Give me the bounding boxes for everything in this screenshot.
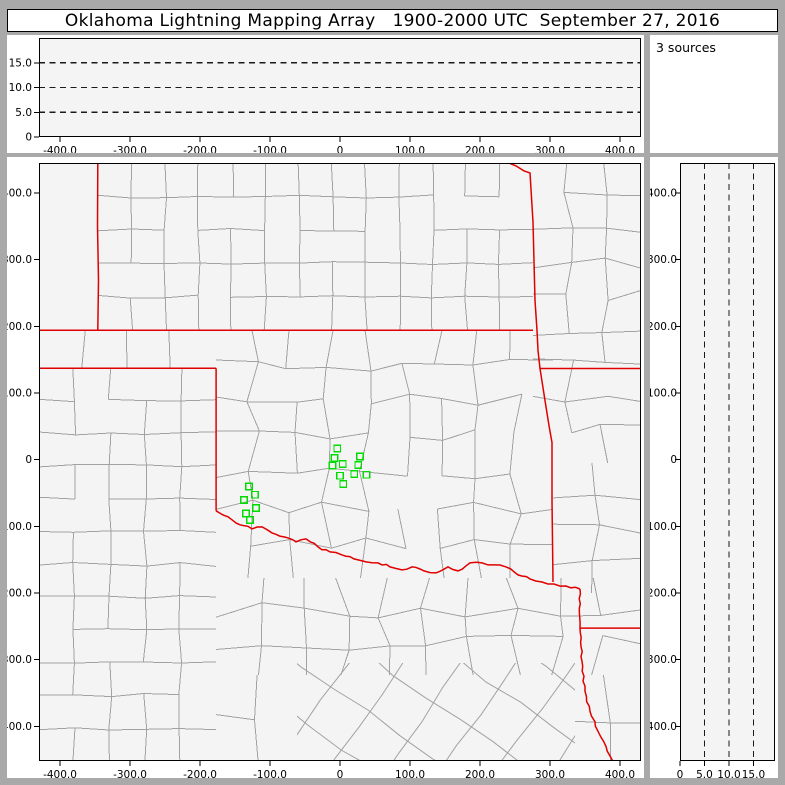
svg-text:-200.0: -200.0 <box>183 769 217 778</box>
svg-text:-200.0: -200.0 <box>650 588 677 600</box>
altitude-axis-ticks: 0 5.0 10.0 15.0 <box>9 57 39 144</box>
source-marker <box>338 460 347 468</box>
source-marker <box>245 516 254 525</box>
svg-text:-400.0: -400.0 <box>43 145 77 153</box>
source-marker <box>354 461 363 469</box>
title-bar: Oklahoma Lightning Mapping Array 1900-20… <box>7 9 778 32</box>
altitude-dashed-lines <box>703 163 755 761</box>
altitude-ns-plot[interactable]: 400.0 300.0 200.0 100.0 0 -100.0 -200.0 -300.0 -… <box>650 157 778 778</box>
red-river-border <box>215 510 581 590</box>
svg-text:-100.0: -100.0 <box>7 521 32 533</box>
source-marker <box>245 482 254 491</box>
source-marker <box>240 496 249 504</box>
lightning-sources-layer <box>240 444 371 525</box>
svg-text:0: 0 <box>337 769 344 778</box>
svg-text:0: 0 <box>677 769 684 778</box>
svg-text:400.0: 400.0 <box>605 769 635 778</box>
svg-text:-100.0: -100.0 <box>253 769 287 778</box>
source-marker <box>356 452 364 461</box>
source-marker <box>251 490 260 499</box>
page-title: Oklahoma Lightning Mapping Array 1900-20… <box>64 10 721 31</box>
svg-text:0: 0 <box>25 454 32 466</box>
altitude-ew-panel: 0 5.0 10.0 15.0 -400.0 -300.0 -200.0 -100.0 0 100… <box>7 35 644 153</box>
svg-text:300.0: 300.0 <box>535 145 565 153</box>
svg-text:0: 0 <box>25 132 32 144</box>
svg-text:400.0: 400.0 <box>7 188 32 200</box>
svg-text:-300.0: -300.0 <box>7 654 32 666</box>
svg-text:-300.0: -300.0 <box>113 145 147 153</box>
source-marker <box>339 480 348 488</box>
svg-text:100.0: 100.0 <box>395 145 425 153</box>
source-marker <box>330 454 339 462</box>
source-marker <box>350 470 359 478</box>
plan-view-map-plot[interactable]: 400.0300.0200.0100.00-100.0-200.0-300.0-… <box>7 157 644 778</box>
source-marker <box>251 504 260 512</box>
svg-text:300.0: 300.0 <box>7 254 32 266</box>
svg-text:15.0: 15.0 <box>9 57 32 69</box>
source-marker <box>333 444 342 453</box>
svg-text:400.0: 400.0 <box>650 188 677 200</box>
svg-text:5.0: 5.0 <box>15 107 32 119</box>
altitude-ns-panel: 400.0 300.0 200.0 100.0 0 -100.0 -200.0 -300.0 -… <box>650 157 778 778</box>
y-axis-ticks: 400.0 300.0 200.0 100.0 0 -100.0 -200.0 -300.0 -… <box>7 188 39 733</box>
svg-text:200.0: 200.0 <box>465 769 495 778</box>
x-axis-ticks: -400.0 -300.0 -200.0 -100.0 0 100.0 200.0 300.0… <box>43 137 635 153</box>
svg-text:400.0: 400.0 <box>605 145 635 153</box>
svg-text:-300.0: -300.0 <box>113 769 147 778</box>
svg-text:-400.0: -400.0 <box>43 769 77 778</box>
svg-text:0: 0 <box>670 454 677 466</box>
county-borders-layer <box>39 163 641 761</box>
east-state-border <box>508 163 554 583</box>
svg-text:10.0: 10.0 <box>9 82 32 94</box>
source-marker <box>241 509 250 518</box>
svg-text:100.0: 100.0 <box>650 388 677 400</box>
svg-text:-100.0: -100.0 <box>650 521 677 533</box>
sources-count-label: 3 sources <box>656 40 716 55</box>
svg-text:100.0: 100.0 <box>395 769 425 778</box>
source-marker <box>328 461 337 470</box>
svg-text:-200.0: -200.0 <box>183 145 217 153</box>
svg-text:200.0: 200.0 <box>650 321 677 333</box>
west-vertical-border <box>96 163 100 331</box>
source-marker <box>362 470 371 479</box>
source-marker <box>336 471 344 480</box>
svg-text:15.0: 15.0 <box>742 769 765 778</box>
svg-text:-400.0: -400.0 <box>7 721 32 733</box>
sources-count-panel: 3 sources <box>650 35 778 153</box>
svg-text:5.0: 5.0 <box>696 769 713 778</box>
svg-text:10.0: 10.0 <box>717 769 740 778</box>
svg-text:300.0: 300.0 <box>650 254 677 266</box>
svg-text:-100.0: -100.0 <box>253 145 287 153</box>
y-axis-ticks: 400.0 300.0 200.0 100.0 0 -100.0 -200.0 -300.0 -… <box>650 188 680 733</box>
tx-ar-la-border <box>578 588 614 761</box>
svg-text:100.0: 100.0 <box>7 388 32 400</box>
x-axis-ticks: -400.0 -300.0 -200.0 -100.0 0 100.0 200.0 300.0… <box>43 761 635 778</box>
svg-text:200.0: 200.0 <box>7 321 32 333</box>
svg-text:300.0: 300.0 <box>535 769 565 778</box>
diagonal-county-lines <box>297 663 575 761</box>
state-borders-layer <box>39 163 641 761</box>
altitude-dashed-lines <box>39 62 641 113</box>
svg-text:-200.0: -200.0 <box>7 588 32 600</box>
svg-text:-300.0: -300.0 <box>650 654 677 666</box>
altitude-ew-plot[interactable]: 0 5.0 10.0 15.0 -400.0 -300.0 -200.0 -100.0 0 100… <box>7 35 644 153</box>
svg-text:-400.0: -400.0 <box>650 721 677 733</box>
plan-view-panel: 400.0300.0200.0100.00-100.0-200.0-300.0-… <box>7 157 644 778</box>
svg-text:200.0: 200.0 <box>465 145 495 153</box>
svg-text:0: 0 <box>337 145 344 153</box>
